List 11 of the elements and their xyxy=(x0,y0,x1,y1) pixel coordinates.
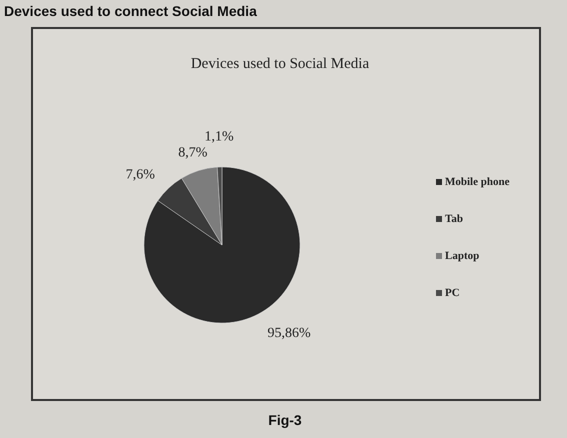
data-label: 8,7% xyxy=(178,145,208,160)
data-label: 95,86% xyxy=(267,326,311,341)
legend-label: Laptop xyxy=(445,250,480,262)
chart-title: Devices used to Social Media xyxy=(190,56,370,72)
legend-label: PC xyxy=(445,287,460,299)
legend-label: Mobile phone xyxy=(445,176,510,188)
text: Devices used to connect Social Media xyxy=(4,3,258,19)
text: Fig-3 xyxy=(268,412,302,428)
data-label: 1,1% xyxy=(204,129,234,144)
data-label: 7,6% xyxy=(126,168,156,183)
legend-label: Tab xyxy=(445,213,463,225)
